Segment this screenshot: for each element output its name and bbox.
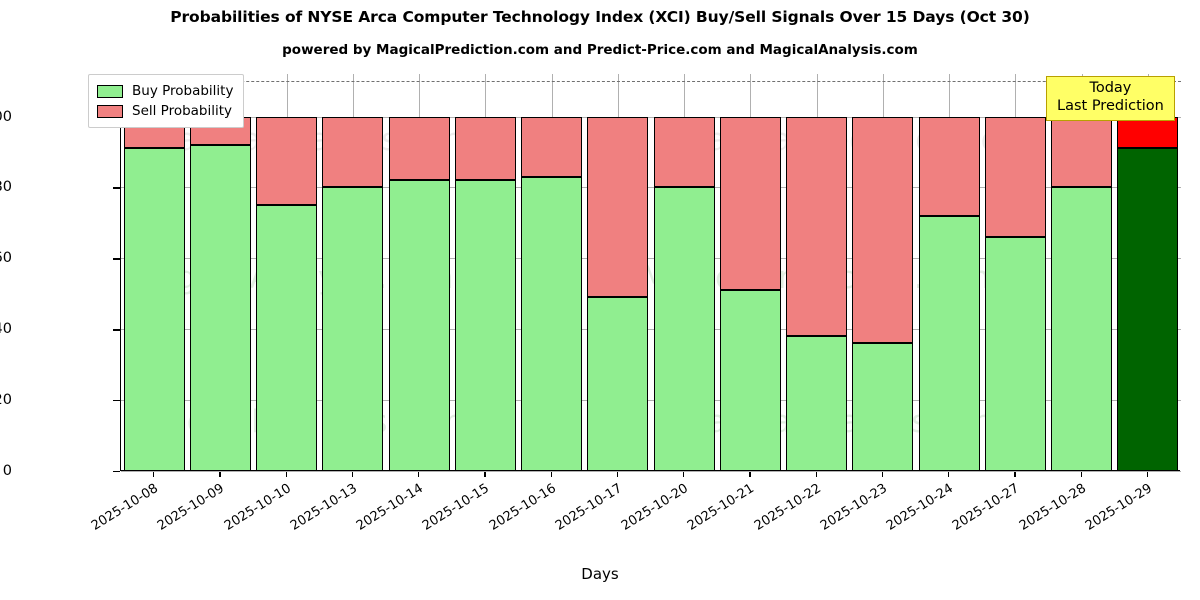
y-axis-tick-mark — [113, 400, 120, 402]
bar-column[interactable] — [521, 74, 583, 471]
x-axis-tick-mark — [1080, 471, 1082, 477]
bar-column[interactable] — [653, 74, 715, 471]
bar-segment-sell[interactable] — [587, 116, 649, 298]
bar-segment-buy[interactable] — [719, 290, 781, 471]
bar-column[interactable] — [984, 74, 1046, 471]
bar-segment-sell[interactable] — [388, 116, 450, 181]
bar-column[interactable] — [852, 74, 914, 471]
bar-segment-sell[interactable] — [521, 116, 583, 177]
x-axis-label: Days — [581, 565, 619, 583]
y-axis-tick: 40 — [0, 321, 12, 338]
x-axis-tick-mark — [153, 471, 155, 477]
y-axis-tick-mark — [113, 187, 120, 189]
grid-line-horizontal — [121, 471, 1181, 472]
bar-segment-buy[interactable] — [1051, 187, 1113, 471]
bar-segment-buy[interactable] — [454, 180, 516, 471]
bar-segment-buy[interactable] — [322, 187, 384, 471]
bar-segment-buy[interactable] — [123, 148, 185, 471]
bar-column[interactable] — [719, 74, 781, 471]
x-axis-tick-mark — [550, 471, 552, 477]
y-axis-tick: 0 — [2, 463, 12, 479]
x-axis-tick-mark — [351, 471, 354, 477]
x-axis-tick-mark — [815, 471, 817, 477]
chart-legend: Buy Probability Sell Probability — [88, 74, 245, 128]
bar-segment-buy[interactable] — [521, 176, 583, 471]
threshold-line — [121, 81, 1181, 83]
grid-line-horizontal — [121, 329, 1181, 331]
bar-column[interactable] — [454, 74, 516, 471]
x-axis-tick-mark — [285, 471, 287, 477]
bar-segment-buy[interactable] — [918, 215, 980, 471]
bar-segment-buy[interactable] — [653, 187, 715, 471]
plot-area: MagicalAnalysis.comMagicalPrediction.com… — [120, 74, 1181, 472]
x-axis-tick-mark — [418, 471, 420, 477]
legend-label-sell: Sell Probability — [132, 103, 233, 119]
bar-segment-sell[interactable] — [719, 116, 781, 291]
bars-layer — [121, 74, 1181, 471]
bar-segment-sell[interactable] — [852, 116, 914, 344]
bar-column[interactable] — [1117, 74, 1179, 471]
legend-item-buy[interactable]: Buy Probability — [97, 81, 233, 101]
bar-column[interactable] — [587, 74, 649, 471]
y-axis-tick: 20 — [0, 392, 12, 409]
today-annotation: Today Last Prediction — [1046, 76, 1175, 122]
legend-swatch-sell-icon — [97, 104, 123, 118]
bar-segment-sell[interactable] — [256, 116, 318, 206]
bar-column[interactable] — [388, 74, 450, 471]
bar-segment-buy[interactable] — [1117, 148, 1179, 471]
bar-column[interactable] — [123, 74, 185, 471]
bar-column[interactable] — [322, 74, 384, 471]
bar-segment-sell[interactable] — [1051, 116, 1113, 188]
bar-segment-buy[interactable] — [984, 237, 1046, 471]
y-axis-tick-mark — [113, 329, 120, 331]
bar-segment-buy[interactable] — [587, 297, 649, 471]
x-axis-tick-mark — [616, 471, 619, 477]
bar-column[interactable] — [189, 74, 251, 471]
grid-line-horizontal — [121, 400, 1181, 402]
chart-subtitle: powered by MagicalPrediction.com and Pre… — [282, 42, 918, 58]
bar-column[interactable] — [786, 74, 848, 471]
x-axis-tick-mark — [1146, 471, 1149, 477]
x-axis-tick-mark — [683, 471, 685, 477]
legend-swatch-buy-icon — [97, 84, 123, 98]
y-axis-tick: 80 — [0, 179, 12, 196]
today-annotation-line2: Last Prediction — [1057, 97, 1164, 114]
bar-segment-buy[interactable] — [256, 205, 318, 471]
bar-column[interactable] — [1051, 74, 1113, 471]
grid-line-horizontal — [121, 116, 1181, 118]
x-axis-tick-mark — [948, 471, 950, 477]
legend-label-buy: Buy Probability — [132, 83, 234, 99]
bar-segment-sell[interactable] — [653, 116, 715, 188]
y-axis-tick-mark — [113, 471, 120, 473]
x-axis-tick-mark — [881, 471, 884, 477]
legend-item-sell[interactable]: Sell Probability — [97, 101, 233, 121]
bar-segment-sell[interactable] — [786, 116, 848, 337]
y-axis-tick-mark — [113, 258, 120, 260]
grid-line-horizontal — [121, 258, 1181, 260]
bar-segment-sell[interactable] — [918, 116, 980, 216]
bar-segment-sell[interactable] — [454, 116, 516, 181]
chart-title: Probabilities of NYSE Arca Computer Tech… — [170, 8, 1030, 26]
x-axis-tick-mark — [749, 471, 751, 477]
bar-column[interactable] — [256, 74, 318, 471]
today-annotation-line1: Today — [1089, 80, 1132, 96]
x-axis-tick-mark — [1014, 471, 1016, 477]
grid-line-horizontal — [121, 187, 1181, 189]
y-axis-tick: 60 — [0, 250, 12, 267]
bar-column[interactable] — [918, 74, 980, 471]
bar-segment-buy[interactable] — [786, 336, 848, 471]
bar-segment-buy[interactable] — [388, 180, 450, 471]
bar-segment-buy[interactable] — [852, 343, 914, 471]
bar-segment-buy[interactable] — [189, 144, 251, 471]
y-axis-tick: 100 — [0, 108, 12, 125]
x-axis-tick-mark — [484, 471, 486, 477]
x-axis-tick-mark — [219, 471, 221, 477]
bar-segment-sell[interactable] — [322, 116, 384, 188]
bar-segment-sell[interactable] — [984, 116, 1046, 238]
